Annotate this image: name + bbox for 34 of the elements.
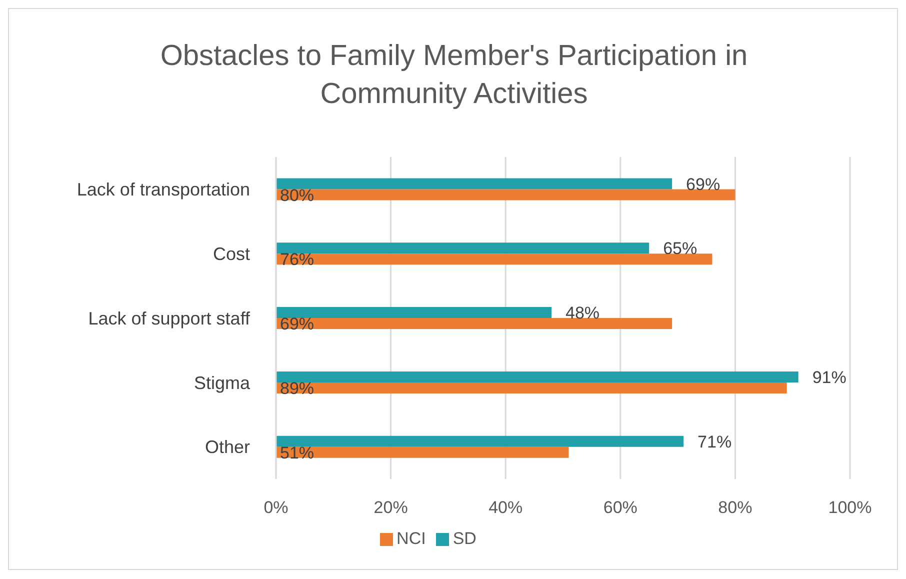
y-tick-label: Cost	[212, 244, 250, 264]
x-tick-label: 40%	[488, 498, 523, 518]
bar	[276, 318, 672, 330]
data-label: 80%	[280, 186, 314, 205]
bar	[276, 371, 798, 382]
bar	[276, 446, 569, 458]
y-tick-label: Other	[204, 437, 250, 458]
bar	[276, 178, 672, 190]
data-label: 71%	[698, 432, 732, 452]
data-label: 69%	[280, 314, 314, 334]
legend-label: NCI	[396, 529, 426, 548]
data-label: 65%	[663, 239, 698, 258]
bar	[276, 436, 684, 447]
y-tick-label: Lack of support staff	[88, 308, 251, 328]
x-tick-label: 60%	[603, 498, 638, 518]
bar	[276, 189, 736, 200]
data-label: 69%	[686, 174, 720, 194]
bar	[276, 254, 712, 265]
bar	[276, 242, 650, 254]
data-label: 91%	[812, 368, 846, 387]
chart-title: Obstacles to Family Member's Participation in Community Activities	[159, 39, 749, 112]
x-tick-label: 0%	[264, 498, 288, 518]
y-tick-label: Lack of transportation	[76, 180, 250, 200]
x-tick-label: 20%	[374, 498, 408, 518]
bar	[276, 382, 787, 394]
x-tick-label: 100%	[828, 498, 872, 518]
data-label: 51%	[280, 443, 314, 462]
y-tick-label: Stigma	[194, 372, 251, 393]
data-label: 76%	[280, 250, 314, 270]
bar	[276, 307, 552, 318]
data-label: 48%	[566, 304, 600, 323]
x-tick-label: 80%	[718, 498, 752, 518]
legend-label: SD	[452, 529, 476, 548]
data-label: 89%	[280, 378, 314, 398]
